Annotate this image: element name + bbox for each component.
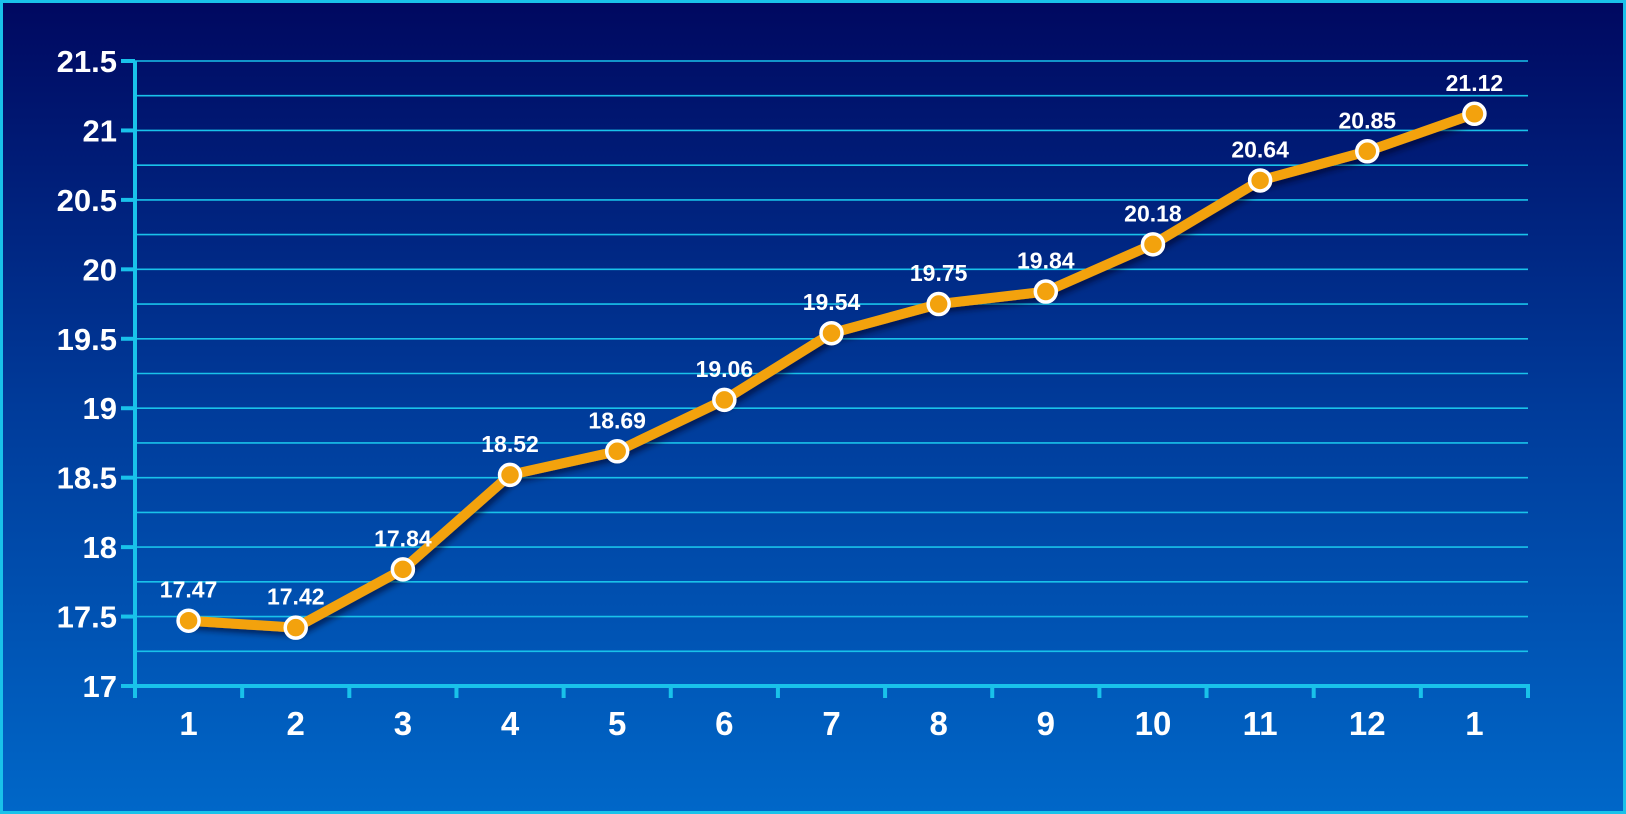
y-tick-label: 20.5 bbox=[57, 183, 117, 218]
x-tick-label: 11 bbox=[1243, 705, 1278, 742]
x-tick-label: 3 bbox=[394, 705, 412, 742]
y-tick-label: 20 bbox=[83, 252, 117, 287]
data-point bbox=[712, 387, 737, 413]
x-tick-label: 2 bbox=[287, 705, 305, 742]
data-point bbox=[497, 462, 523, 488]
y-tick-label: 21 bbox=[83, 113, 117, 148]
y-axis-tick-labels: 17 17.5 18 18.5 19 19.5 20 20.5 21 21.5 bbox=[57, 44, 117, 704]
data-label: 19.75 bbox=[910, 260, 968, 286]
x-tick-label: 1 bbox=[179, 705, 197, 742]
data-labels: 17.47 17.42 17.84 18.52 18.69 19.06 19.54 19.75… bbox=[160, 70, 1503, 610]
y-tick-label: 19.5 bbox=[57, 322, 117, 357]
data-label: 19.06 bbox=[696, 356, 754, 382]
data-point bbox=[283, 615, 308, 640]
x-tick-label: 1 bbox=[1465, 705, 1483, 742]
data-point bbox=[1140, 232, 1166, 257]
y-tick-label: 17.5 bbox=[57, 600, 117, 635]
grid-lines bbox=[135, 60, 1528, 653]
data-point bbox=[1033, 279, 1059, 304]
data-point bbox=[1462, 101, 1487, 127]
y-tick-label: 21.5 bbox=[57, 44, 117, 79]
data-point bbox=[176, 608, 201, 633]
x-tick-label: 5 bbox=[608, 705, 626, 742]
x-axis-tick-labels: 1 2 3 4 5 6 7 8 9 10 11 12 1 bbox=[179, 705, 1483, 742]
data-label: 17.84 bbox=[374, 525, 432, 551]
x-tick-label: 6 bbox=[715, 705, 733, 742]
data-label: 18.52 bbox=[481, 431, 539, 457]
data-label: 18.69 bbox=[588, 407, 646, 433]
data-point bbox=[390, 557, 416, 582]
data-point bbox=[1247, 168, 1273, 193]
data-point bbox=[819, 320, 844, 346]
data-label: 20.64 bbox=[1231, 136, 1289, 162]
data-label: 20.85 bbox=[1338, 107, 1396, 133]
data-label: 19.84 bbox=[1017, 248, 1075, 274]
y-tick-label: 19 bbox=[83, 391, 117, 426]
x-tick-label: 4 bbox=[501, 705, 520, 742]
data-label: 17.42 bbox=[267, 584, 325, 610]
x-tick-label: 8 bbox=[929, 705, 947, 742]
data-label: 20.18 bbox=[1124, 200, 1182, 226]
data-label: 19.54 bbox=[803, 289, 861, 315]
data-point bbox=[926, 291, 951, 317]
y-tick-label: 17 bbox=[83, 669, 117, 704]
x-tick-label: 10 bbox=[1135, 705, 1172, 742]
axes bbox=[121, 59, 1530, 698]
x-tick-label: 12 bbox=[1349, 705, 1386, 742]
y-tick-label: 18 bbox=[83, 530, 117, 565]
x-tick-label: 9 bbox=[1037, 705, 1055, 742]
series-line-group bbox=[176, 101, 1487, 640]
data-label: 21.12 bbox=[1446, 70, 1504, 96]
x-tick-label: 7 bbox=[822, 705, 840, 742]
data-point bbox=[604, 439, 630, 464]
data-point bbox=[1355, 139, 1380, 164]
data-label: 17.47 bbox=[160, 577, 218, 603]
y-tick-label: 18.5 bbox=[57, 461, 117, 496]
